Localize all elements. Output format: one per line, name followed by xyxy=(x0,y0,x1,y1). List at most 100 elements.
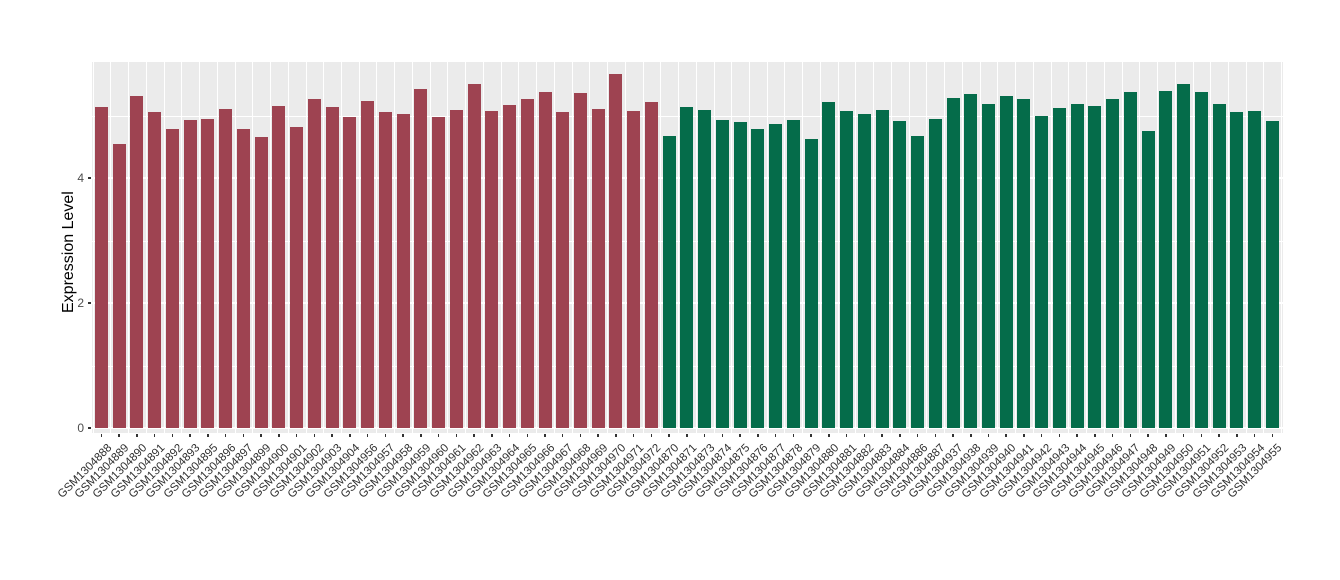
bar-GSM1304939 xyxy=(982,104,995,428)
bar-GSM1304968 xyxy=(573,93,587,428)
bar-GSM1304880 xyxy=(822,102,836,428)
bar-GSM1304942 xyxy=(1035,115,1049,428)
gridline-vertical xyxy=(340,62,342,433)
x-tick-mark xyxy=(1040,434,1043,437)
gridline-vertical xyxy=(1032,62,1034,433)
x-tick-mark xyxy=(668,434,670,437)
x-tick-mark xyxy=(916,434,919,437)
bar-GSM1304970 xyxy=(609,74,623,428)
gridline-vertical xyxy=(1086,62,1088,433)
bar-GSM1304886 xyxy=(911,136,925,428)
bar-GSM1304900 xyxy=(272,106,286,428)
gridline-vertical xyxy=(234,62,236,433)
gridline-vertical xyxy=(465,62,467,433)
gridline-vertical xyxy=(1157,62,1159,433)
gridline-vertical xyxy=(607,62,609,433)
bar-GSM1304946 xyxy=(1106,98,1120,428)
bar-GSM1304870 xyxy=(662,136,676,428)
bar-GSM1304950 xyxy=(1177,83,1191,428)
gridline-vertical xyxy=(1174,62,1176,433)
gridline-vertical xyxy=(216,62,218,433)
x-tick-mark xyxy=(544,434,546,437)
gridline-vertical xyxy=(429,62,431,433)
bar-GSM1304901 xyxy=(290,126,304,428)
bar-GSM1304890 xyxy=(130,95,144,428)
x-tick-mark xyxy=(1076,434,1078,437)
bar-GSM1304965 xyxy=(520,98,534,428)
x-tick-mark xyxy=(455,434,458,437)
bar-GSM1304959 xyxy=(414,88,428,428)
y-tick-label: 4 xyxy=(77,171,84,185)
x-tick-mark xyxy=(136,434,138,437)
bar-GSM1304941 xyxy=(1017,98,1031,428)
bar-GSM1304875 xyxy=(733,121,747,428)
gridline-vertical xyxy=(163,62,165,433)
bar-GSM1304961 xyxy=(449,109,463,428)
gridline-vertical xyxy=(128,62,130,433)
bar-GSM1304952 xyxy=(1212,103,1226,428)
x-tick-mark xyxy=(366,434,369,437)
x-tick-mark xyxy=(473,434,475,437)
bar-GSM1304903 xyxy=(325,106,339,428)
gridline-vertical xyxy=(145,62,147,433)
bar-GSM1304944 xyxy=(1070,103,1084,428)
gridline-vertical xyxy=(536,62,538,433)
bar-GSM1304966 xyxy=(538,91,552,428)
gridline-vertical xyxy=(199,62,201,433)
bar-GSM1304887 xyxy=(928,119,942,428)
bar-GSM1304957 xyxy=(378,112,392,428)
bar-GSM1304881 xyxy=(840,110,854,428)
bar-GSM1304964 xyxy=(503,104,517,428)
gridline-vertical xyxy=(1121,62,1123,433)
x-tick-mark xyxy=(1271,434,1274,437)
gridline-vertical xyxy=(660,62,662,433)
gridline-vertical xyxy=(589,62,591,433)
x-tick-mark xyxy=(792,434,795,437)
x-tick-mark xyxy=(1218,434,1220,437)
gridline-vertical xyxy=(713,62,715,433)
gridline-vertical xyxy=(944,62,946,433)
gridline-vertical xyxy=(926,62,928,433)
gridline-vertical xyxy=(1103,62,1105,433)
gridline-vertical xyxy=(252,62,254,433)
gridline-vertical xyxy=(553,62,555,433)
bar-GSM1304972 xyxy=(644,102,658,428)
y-axis-title: Expression Level xyxy=(60,190,77,313)
gridline-vertical xyxy=(695,62,697,433)
bar-GSM1304896 xyxy=(219,108,233,428)
bar-GSM1304878 xyxy=(786,119,800,428)
x-tick-mark xyxy=(526,434,528,437)
x-tick-mark xyxy=(207,434,209,437)
x-tick-mark xyxy=(1005,434,1007,437)
x-tick-mark xyxy=(774,434,777,437)
gridline-vertical xyxy=(500,62,502,433)
bar-GSM1304873 xyxy=(698,109,712,428)
x-tick-mark xyxy=(1111,434,1114,437)
bar-GSM1304899 xyxy=(254,136,268,428)
x-tick-mark xyxy=(615,434,617,437)
bar-GSM1304877 xyxy=(769,124,783,428)
gridline-vertical xyxy=(270,62,272,433)
x-tick-mark xyxy=(1182,434,1185,437)
x-tick-mark xyxy=(1023,434,1025,437)
gridline-vertical xyxy=(1227,62,1229,433)
bar-GSM1304940 xyxy=(999,96,1013,428)
x-tick-mark xyxy=(1129,434,1132,437)
bar-GSM1304902 xyxy=(307,98,321,428)
bar-GSM1304888 xyxy=(95,106,108,428)
gridline-vertical xyxy=(837,62,839,433)
x-tick-mark xyxy=(295,434,298,437)
y-tick-mark xyxy=(88,177,91,179)
x-tick-mark xyxy=(739,434,741,437)
gridline-vertical xyxy=(819,62,821,433)
x-tick-mark xyxy=(881,434,883,437)
bar-GSM1304871 xyxy=(680,106,694,428)
gridline-vertical xyxy=(908,62,910,433)
gridline-vertical xyxy=(1015,62,1017,433)
gridline-vertical xyxy=(1050,62,1052,433)
x-tick-mark xyxy=(934,434,937,437)
bar-GSM1304891 xyxy=(148,112,162,428)
x-tick-mark xyxy=(349,434,351,437)
y-tick-mark xyxy=(88,302,91,304)
gridline-vertical xyxy=(376,62,378,433)
